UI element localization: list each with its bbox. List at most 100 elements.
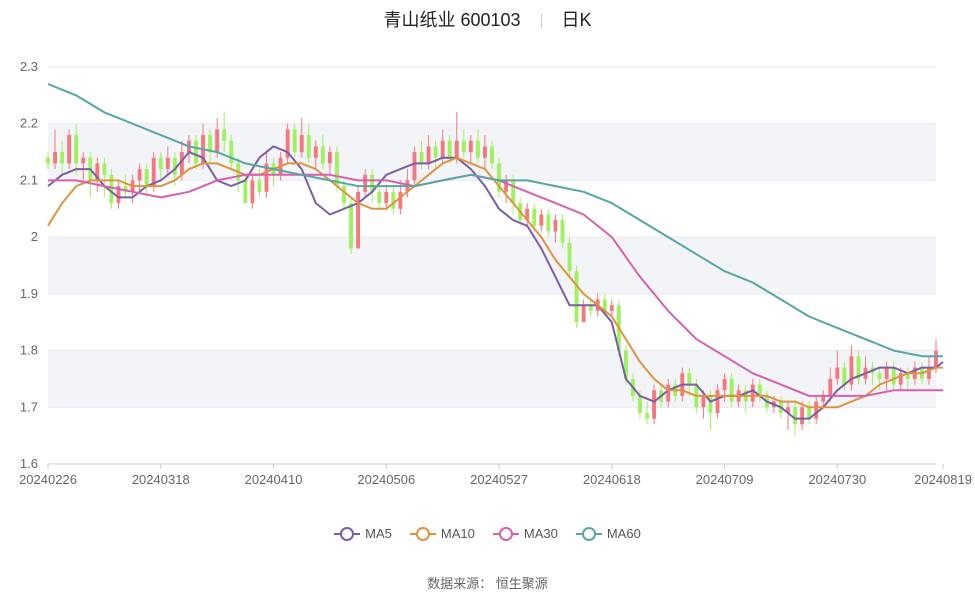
candle-body: [835, 367, 840, 379]
chart-title-name: 青山纸业 600103: [383, 10, 521, 30]
x-tick-label: 20240527: [470, 472, 528, 487]
y-tick-label: 2.1: [20, 172, 38, 187]
candle-body: [461, 140, 466, 153]
data-source: 数据来源： 恒生聚源: [427, 576, 548, 591]
legend-marker-icon: [492, 526, 519, 541]
candle-body: [102, 163, 107, 175]
candle-body: [356, 191, 361, 249]
candle-body: [257, 180, 262, 192]
candle-body: [53, 152, 57, 164]
candle-body: [701, 395, 706, 408]
grid-band: [48, 350, 936, 408]
y-tick-label: 2: [31, 229, 38, 244]
legend: MA5 MA10 MA30 MA60: [0, 526, 975, 541]
candle-body: [158, 157, 163, 170]
candle-body: [398, 191, 403, 209]
candle-body: [81, 157, 86, 164]
candle-body: [483, 146, 487, 158]
candle-body: [891, 367, 896, 385]
candle-body: [327, 152, 332, 164]
candle-body: [884, 367, 889, 379]
candle-body: [349, 203, 353, 249]
candle-body: [320, 146, 325, 164]
candle-body: [419, 152, 424, 164]
candle-body: [588, 305, 593, 311]
x-tick-label: 20240318: [132, 472, 190, 487]
candle-body: [299, 135, 304, 153]
candle-body: [750, 384, 755, 402]
candle-body: [222, 129, 227, 141]
candle-body: [807, 407, 812, 419]
candle-body: [342, 186, 346, 204]
x-tick-label: 20240506: [357, 472, 415, 487]
candle-body: [793, 407, 797, 425]
candle-body: [567, 242, 572, 272]
candle-body: [151, 157, 156, 187]
candle-body: [757, 384, 762, 396]
candle-body: [433, 146, 438, 158]
legend-item-ma30[interactable]: MA30: [492, 526, 558, 541]
candle-body: [645, 412, 649, 419]
candle-body: [927, 367, 931, 379]
y-tick-label: 1.6: [20, 456, 38, 471]
legend-marker-icon: [334, 526, 361, 541]
candle-body: [687, 373, 692, 385]
y-tick-label: 2.2: [20, 116, 38, 131]
candle-body: [215, 129, 220, 153]
candle-body: [172, 157, 177, 175]
candle-body: [525, 208, 530, 221]
x-tick-label: 20240226: [19, 472, 77, 487]
candle-body: [800, 407, 805, 425]
candle-body: [934, 350, 938, 368]
legend-item-ma10[interactable]: MA10: [409, 526, 475, 541]
candle-body: [123, 186, 128, 192]
candle-body: [179, 152, 184, 175]
candle-body: [898, 373, 903, 385]
ma-line-ma10: [47, 156, 943, 409]
candle-body: [165, 157, 170, 170]
candle-body: [546, 214, 551, 232]
x-tick-label: 20240709: [696, 472, 754, 487]
legend-item-ma60[interactable]: MA60: [575, 526, 641, 541]
candle-body: [638, 395, 642, 413]
candle-body: [194, 140, 198, 164]
candle-body: [243, 180, 248, 204]
x-tick-label: 20240730: [808, 472, 866, 487]
candle-body: [715, 390, 720, 413]
candle-body: [497, 163, 501, 192]
candle-body: [454, 140, 459, 158]
candle-body: [729, 378, 734, 402]
candle-body: [490, 146, 494, 164]
candle-body: [849, 356, 854, 385]
candle-body: [60, 152, 65, 164]
x-tick-label: 20240410: [245, 472, 303, 487]
candle-body: [856, 356, 861, 379]
y-axis-ticks: 1.6 1.7 1.8 1.9 2 2.1 2.2 2.3: [20, 59, 38, 471]
x-axis-ticks: 20240226 20240318 20240410 20240506 20240527…: [19, 463, 972, 487]
legend-marker-icon: [409, 526, 436, 541]
candle-body: [504, 180, 509, 192]
candle-body: [74, 135, 79, 164]
grid-band: [48, 237, 936, 294]
y-tick-label: 1.9: [20, 286, 38, 301]
candle-body: [553, 220, 558, 232]
candle-body: [652, 390, 657, 419]
candle-body: [708, 395, 713, 413]
candle-body: [877, 373, 882, 379]
candle-body: [292, 129, 297, 153]
candle-body: [363, 174, 368, 192]
candle-body: [722, 378, 727, 391]
candle-body: [609, 305, 614, 311]
legend-label: MA10: [440, 526, 475, 541]
candle-body: [137, 169, 142, 181]
legend-label: MA5: [365, 526, 392, 541]
candle-body: [842, 367, 847, 385]
title-separator: [540, 14, 542, 29]
candle-body: [468, 140, 473, 153]
candle-body: [574, 271, 579, 323]
x-tick-label: 20240819: [914, 472, 972, 487]
candle-body: [828, 378, 833, 396]
legend-item-ma5[interactable]: MA5: [334, 526, 392, 541]
candle-body: [67, 135, 72, 164]
candle-body: [786, 407, 790, 413]
